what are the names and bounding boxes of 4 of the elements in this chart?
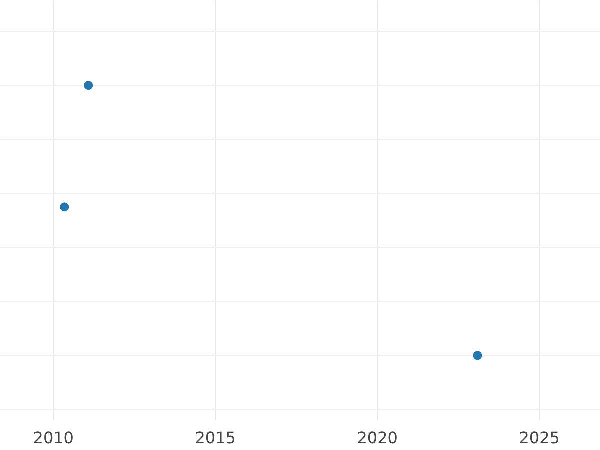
- x-tick-label: 2020: [357, 428, 398, 448]
- x-tick-label: 2015: [195, 428, 236, 448]
- x-tick-label: 2025: [519, 428, 560, 448]
- x-tick-label: 2010: [33, 428, 74, 448]
